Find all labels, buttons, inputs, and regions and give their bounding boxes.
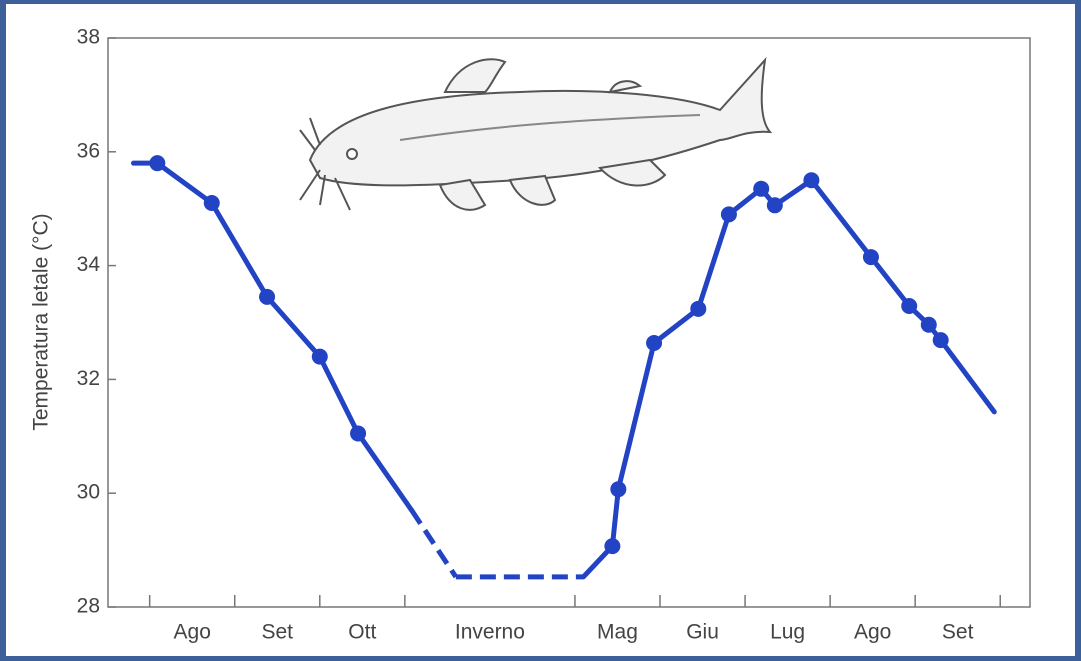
- line-segment-dashed: [412, 510, 456, 577]
- y-tick-label: 36: [77, 139, 100, 162]
- chart: Temperatura letale (°C) 28 30 32 34 36 38 Ago S…: [6, 4, 1075, 656]
- data-point: [863, 249, 879, 265]
- data-point: [149, 155, 165, 171]
- line-segment: [212, 203, 267, 297]
- x-tick-label: Ago: [854, 621, 891, 644]
- line-segment: [320, 357, 358, 434]
- y-tick-label: 32: [77, 367, 100, 390]
- x-tick-label: Lug: [770, 621, 805, 644]
- data-point: [690, 301, 706, 317]
- data-point: [204, 195, 220, 211]
- data-point: [604, 538, 620, 554]
- data-point: [646, 335, 662, 351]
- x-tick-label: Set: [942, 621, 974, 644]
- data-point: [753, 181, 769, 197]
- y-tick-label: 28: [77, 595, 100, 618]
- x-tick-label: Ago: [174, 621, 211, 644]
- y-tick-label: 34: [77, 253, 101, 276]
- data-point: [312, 349, 328, 365]
- line-segment: [698, 214, 729, 308]
- line-segment: [267, 297, 320, 357]
- x-tick-label: Ott: [348, 621, 376, 644]
- line-segment: [612, 489, 618, 546]
- data-point: [921, 317, 937, 333]
- x-tick-label: Mag: [597, 621, 638, 644]
- x-tick-label: Giu: [686, 621, 719, 644]
- data-point: [901, 298, 917, 314]
- data-point: [721, 206, 737, 222]
- y-axis-label: Temperatura letale (°C): [30, 213, 53, 430]
- data-point: [259, 289, 275, 305]
- page: Temperatura letale (°C) 28 30 32 34 36 38 Ago S…: [6, 4, 1075, 656]
- line-segment: [654, 309, 698, 343]
- data-point: [350, 425, 366, 441]
- line-segment: [157, 163, 211, 203]
- line-segment: [811, 180, 871, 257]
- line-segment: [618, 343, 654, 489]
- line-segment: [941, 340, 995, 412]
- x-tick-label: Set: [261, 621, 293, 644]
- line-segment: [871, 257, 909, 306]
- line-segment: [358, 433, 412, 510]
- data-point: [933, 332, 949, 348]
- y-tick-label: 30: [77, 481, 100, 504]
- data-point: [767, 197, 783, 213]
- data-point: [610, 481, 626, 497]
- y-tick-label: 38: [77, 26, 100, 49]
- data-point: [803, 172, 819, 188]
- x-tick-label: Inverno: [455, 621, 525, 644]
- fish-illustration: [300, 59, 770, 210]
